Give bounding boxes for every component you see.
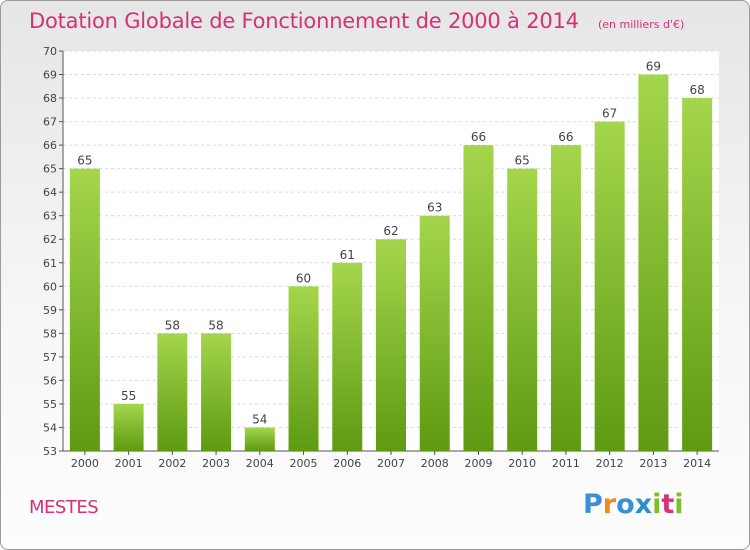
- bar: [201, 333, 232, 451]
- data-label: 65: [77, 154, 92, 168]
- y-tick-label: 68: [43, 92, 57, 105]
- y-tick-label: 67: [43, 116, 57, 129]
- brand-letter: o: [616, 489, 635, 520]
- y-tick-label: 64: [43, 186, 57, 199]
- bar: [332, 262, 363, 451]
- brand-letter: t: [661, 489, 675, 520]
- brand-letter: x: [634, 489, 653, 520]
- x-tick-label: 2007: [377, 457, 405, 470]
- y-tick-label: 60: [43, 280, 57, 293]
- x-tick-label: 2014: [683, 457, 711, 470]
- x-tick-label: 2004: [246, 457, 274, 470]
- y-tick-label: 58: [43, 327, 57, 340]
- y-tick-label: 62: [43, 233, 57, 246]
- data-label: 54: [252, 412, 267, 426]
- bar: [376, 239, 406, 451]
- y-tick-label: 56: [43, 374, 57, 387]
- x-tick-label: 2013: [639, 457, 667, 470]
- x-tick-label: 2006: [333, 457, 361, 470]
- chart-title: Dotation Globale de Fonctionnement de 20…: [29, 9, 579, 33]
- bar: [463, 145, 494, 451]
- bar: [594, 121, 625, 452]
- data-label: 66: [471, 130, 486, 144]
- brand-letter: r: [602, 489, 617, 520]
- y-tick-label: 53: [43, 445, 57, 458]
- y-tick-label: 65: [43, 163, 57, 176]
- bar: [157, 333, 188, 451]
- brand-logo: Proxiti: [583, 489, 684, 520]
- data-label: 69: [646, 60, 661, 74]
- data-label: 67: [602, 107, 617, 121]
- y-tick-label: 66: [43, 139, 57, 152]
- data-label: 66: [558, 130, 573, 144]
- bar: [113, 403, 144, 451]
- x-tick-label: 2011: [552, 457, 580, 470]
- commune-name: MESTES: [29, 497, 99, 518]
- data-label: 65: [515, 154, 530, 168]
- brand-letter: P: [583, 489, 603, 520]
- x-tick-label: 2000: [71, 457, 99, 470]
- x-tick-label: 2003: [202, 457, 230, 470]
- y-tick-label: 69: [43, 69, 57, 82]
- bar: [550, 145, 581, 451]
- x-tick-label: 2008: [421, 457, 449, 470]
- data-label: 68: [689, 83, 704, 97]
- data-label: 58: [165, 318, 180, 332]
- chart-subtitle: (en milliers d'€): [597, 18, 685, 31]
- x-tick-label: 2001: [115, 457, 143, 470]
- y-tick-label: 59: [43, 304, 57, 317]
- y-tick-label: 61: [43, 257, 57, 270]
- bar: [682, 98, 713, 451]
- bar: [638, 74, 669, 451]
- y-tick-label: 55: [43, 398, 57, 411]
- y-tick-label: 70: [43, 45, 57, 58]
- bar: [419, 215, 450, 451]
- y-tick-label: 54: [43, 421, 57, 434]
- data-label: 55: [121, 389, 136, 403]
- x-tick-label: 2002: [158, 457, 186, 470]
- title-row: Dotation Globale de Fonctionnement de 20…: [29, 9, 684, 33]
- data-label: 62: [383, 224, 398, 238]
- brand-letter: i: [674, 489, 684, 520]
- x-tick-label: 2012: [596, 457, 624, 470]
- data-label: 60: [296, 271, 311, 285]
- y-tick-label: 57: [43, 351, 57, 364]
- brand-letter: i: [652, 489, 662, 520]
- bar: [244, 427, 275, 451]
- data-label: 61: [340, 248, 355, 262]
- bar: [507, 168, 538, 451]
- bar: [69, 168, 100, 451]
- y-tick-label: 63: [43, 210, 57, 223]
- x-tick-label: 2005: [290, 457, 318, 470]
- x-tick-label: 2010: [508, 457, 536, 470]
- data-label: 58: [208, 318, 223, 332]
- data-label: 63: [427, 201, 442, 215]
- x-tick-label: 2009: [464, 457, 492, 470]
- bar: [288, 286, 319, 451]
